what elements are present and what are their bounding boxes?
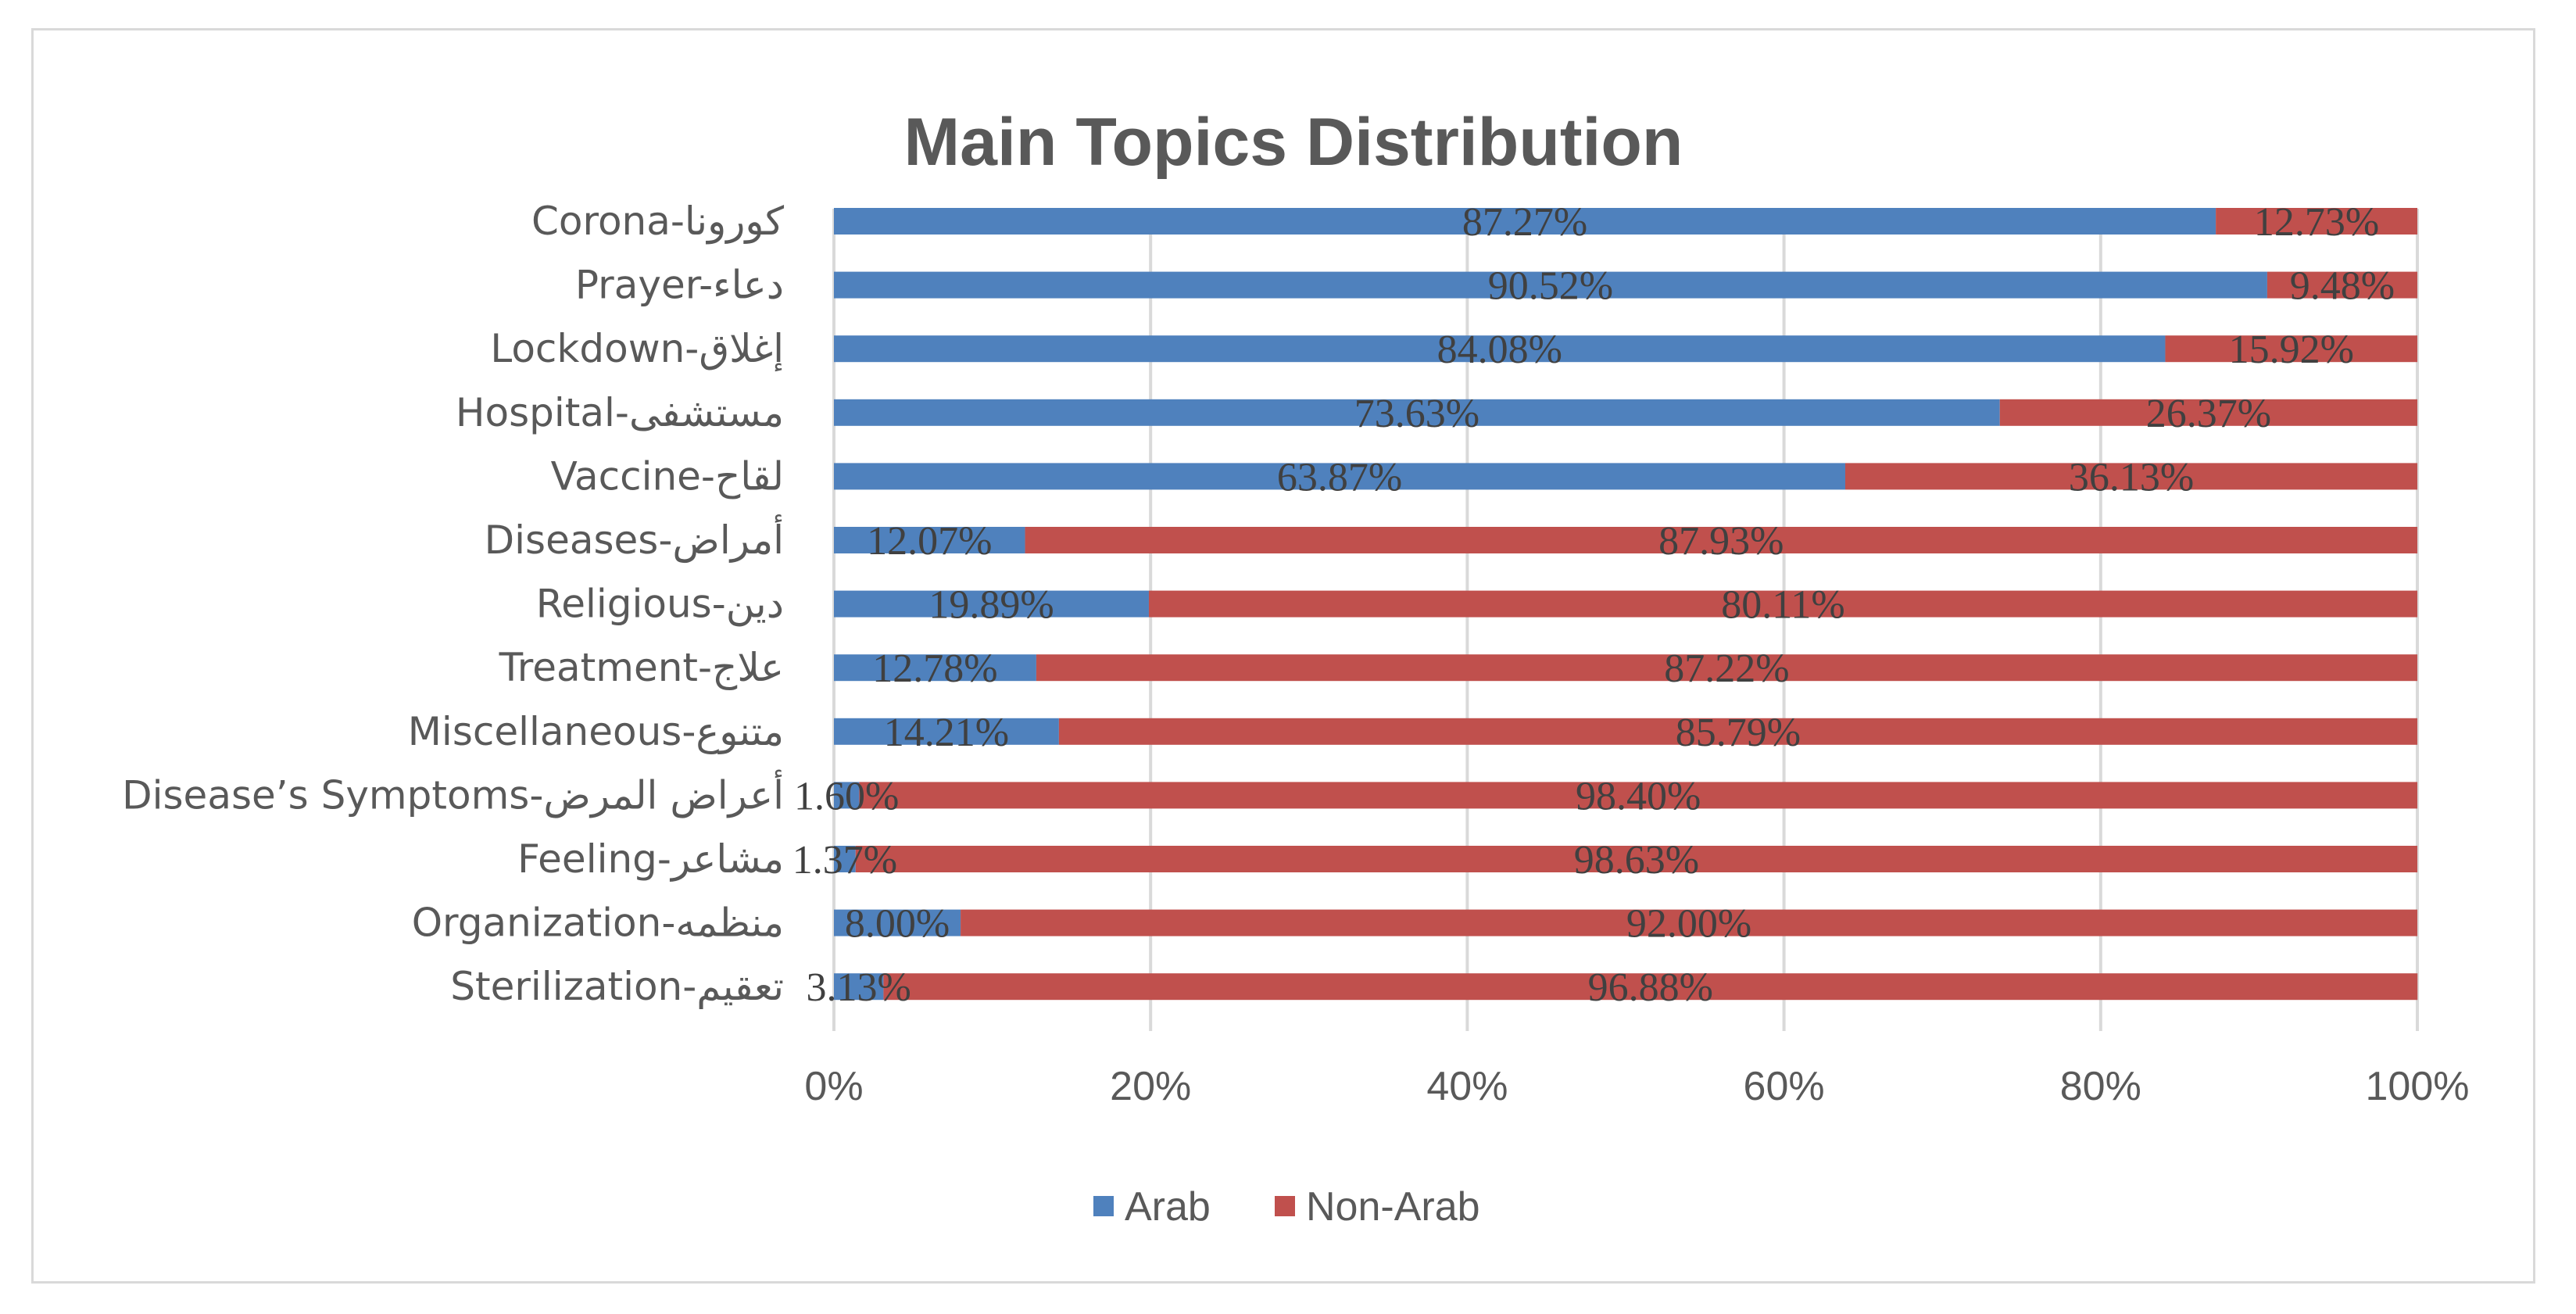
- bar-non-arab-0: [2216, 208, 2417, 235]
- bar-arab-2: [834, 335, 2166, 363]
- data-label: 12.78%: [872, 646, 997, 691]
- x-tick-label: 20%: [1110, 1064, 1191, 1109]
- data-label: 98.63%: [1574, 838, 1699, 883]
- data-label: 85.79%: [1676, 711, 1801, 755]
- bar-non-arab-9: [859, 782, 2417, 809]
- data-label: 80.11%: [1721, 583, 1844, 628]
- legend-swatch-arab: [1093, 1196, 1114, 1216]
- data-label: 19.89%: [928, 583, 1054, 628]
- bar-non-arab-10: [855, 846, 2417, 872]
- bar-non-arab-1: [2267, 271, 2417, 299]
- x-tick-label: 80%: [2060, 1064, 2141, 1109]
- bar-arab-12: [834, 973, 884, 1001]
- bar-non-arab-4: [1845, 463, 2417, 490]
- category-label: Lockdown-إغلاق: [490, 326, 784, 372]
- value-labels: 87.27% 12.73% 90.52% 9.48% 84.08% 15.92% 73.63…: [792, 200, 2395, 1010]
- data-label: 92.00%: [1626, 902, 1751, 947]
- bar-arab-5: [834, 527, 1025, 553]
- category-label: Prayer-دعاء: [575, 263, 784, 308]
- bar-arab-3: [834, 399, 2000, 426]
- data-label: 26.37%: [2146, 392, 2271, 436]
- data-label: 15.92%: [2229, 328, 2354, 372]
- data-label: 98.40%: [1576, 774, 1701, 818]
- bar-non-arab-7: [1036, 654, 2417, 682]
- data-label: 73.63%: [1354, 392, 1479, 436]
- data-label: 12.73%: [2254, 200, 2379, 245]
- legend-swatch-non-arab: [1275, 1196, 1295, 1216]
- data-label: 3.13%: [807, 965, 911, 1010]
- data-label: 87.22%: [1664, 646, 1789, 691]
- bar-non-arab-3: [1999, 399, 2417, 426]
- category-label: Treatment-علاج: [499, 645, 784, 690]
- data-label: 1.60%: [794, 774, 899, 818]
- bar-non-arab-11: [961, 909, 2417, 936]
- category-label: Disease’s Symptoms-أعراض المرض: [122, 769, 784, 818]
- x-tick-label: 60%: [1744, 1064, 1825, 1109]
- bar-arab-7: [834, 654, 1036, 682]
- category-label: Organization-منظمه: [412, 900, 784, 946]
- category-label: Sterilization-تعقيم: [450, 964, 784, 1009]
- chart-title: Main Topics Distribution: [904, 105, 1683, 180]
- data-label: 9.48%: [2290, 264, 2395, 309]
- bar-non-arab-12: [883, 973, 2418, 1001]
- category-label: Hospital-مستشفى: [456, 390, 784, 435]
- data-label: 84.08%: [1437, 328, 1562, 372]
- data-label: 14.21%: [884, 711, 1009, 755]
- bar-non-arab-8: [1058, 718, 2417, 745]
- category-labels: Corona-كورونا Prayer-دعاء Lockdown-إغلاق Ho…: [122, 199, 784, 1009]
- bar-arab-4: [834, 463, 1846, 490]
- chart-svg: Main Topics Distribution 87.27% 12.73% 90.…: [122, 105, 2469, 1230]
- bar-arab-10: [834, 846, 856, 872]
- bar-non-arab-6: [1148, 590, 2417, 618]
- bars: [834, 208, 2418, 1001]
- x-tick-label: 100%: [2366, 1064, 2470, 1109]
- category-label: Miscellaneous-متنوع: [408, 709, 784, 754]
- x-tick-label: 0%: [804, 1064, 863, 1109]
- bar-arab-11: [834, 909, 961, 936]
- bar-arab-6: [834, 590, 1149, 618]
- legend-label: Non-Arab: [1306, 1184, 1480, 1230]
- x-tick-label: 40%: [1426, 1064, 1508, 1109]
- data-label: 1.37%: [792, 838, 897, 883]
- data-label: 8.00%: [845, 902, 950, 947]
- bar-arab-9: [834, 782, 860, 809]
- category-label: Diseases-أمراض: [485, 514, 784, 563]
- data-label: 12.07%: [867, 519, 992, 564]
- data-label: 36.13%: [2069, 455, 2194, 499]
- category-label: Feeling-مشاعر: [517, 836, 784, 882]
- chart-frame: Main Topics Distribution 87.27% 12.73% 90.…: [31, 28, 2535, 1284]
- data-label: 96.88%: [1588, 965, 1713, 1010]
- bar-non-arab-5: [1025, 527, 2417, 553]
- data-label: 63.87%: [1277, 455, 1402, 499]
- data-label: 87.27%: [1462, 200, 1587, 245]
- category-label: Vaccine-لقاح: [551, 453, 784, 499]
- bar-arab-8: [834, 718, 1059, 745]
- bar-non-arab-2: [2165, 335, 2417, 363]
- category-label: Religious-دين: [536, 582, 784, 627]
- data-label: 87.93%: [1658, 519, 1784, 564]
- x-axis-ticks: 0% 20% 40% 60% 80% 100%: [804, 1064, 2469, 1109]
- data-label: 90.52%: [1488, 264, 1613, 309]
- category-label: Corona-كورونا: [531, 199, 784, 245]
- bar-arab-0: [834, 208, 2216, 235]
- legend: Arab Non-Arab: [1093, 1184, 1480, 1230]
- bar-arab-1: [834, 271, 2267, 299]
- legend-label: Arab: [1125, 1184, 1211, 1230]
